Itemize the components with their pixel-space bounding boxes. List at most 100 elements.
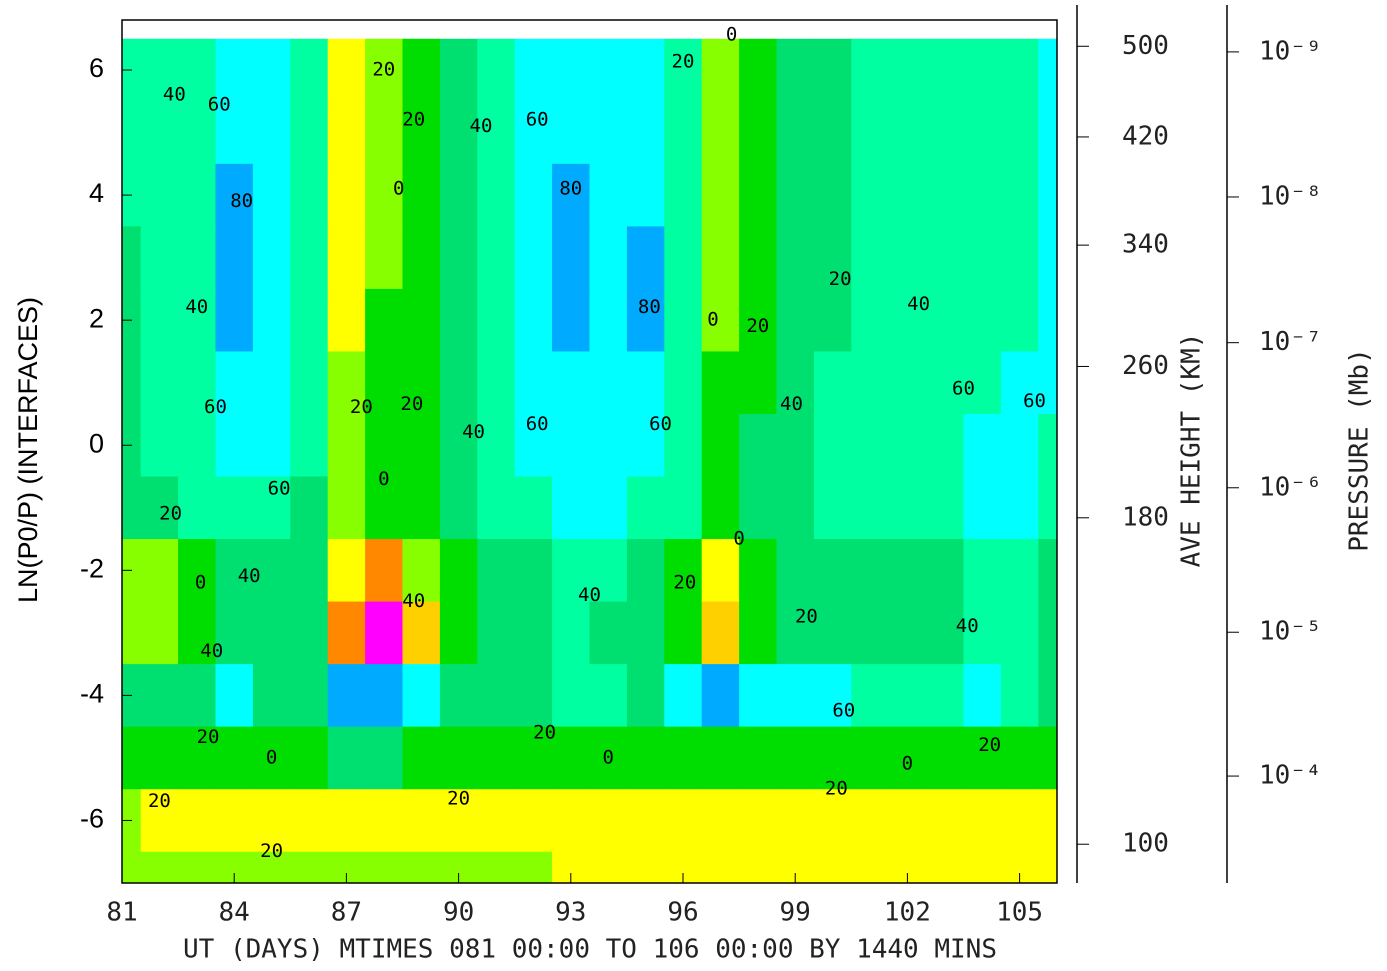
x-tick-label: 96 <box>667 898 698 928</box>
contour-cell <box>701 601 740 665</box>
contour-cell <box>1038 101 1058 165</box>
contour-cell <box>1038 476 1058 540</box>
contour-cell <box>290 539 329 603</box>
contour-cell <box>888 601 927 665</box>
contour-cell <box>813 351 852 415</box>
contour-cell <box>327 789 366 853</box>
contour-label: 20 <box>148 790 171 812</box>
contour-cell <box>402 163 441 227</box>
contour-cell <box>327 351 366 415</box>
x-tick-label: 84 <box>219 898 250 928</box>
contour-cell <box>252 539 291 603</box>
contour-cell <box>626 726 665 790</box>
contour-cell <box>122 226 142 290</box>
contour-cell <box>776 351 815 415</box>
contour-cell <box>290 226 329 290</box>
contour-cell <box>776 726 815 790</box>
contour-cell <box>290 726 329 790</box>
contour-cell <box>888 789 927 853</box>
contour-cell <box>439 38 478 102</box>
contour-cell <box>477 163 516 227</box>
contour-cell <box>178 413 216 478</box>
contour-cell <box>252 413 291 478</box>
contour-cell <box>851 351 890 415</box>
contour-cell <box>1038 288 1058 352</box>
contour-cell <box>215 539 254 603</box>
contour-cell <box>178 101 216 165</box>
contour-label: 60 <box>832 700 855 722</box>
contour-cell <box>926 851 964 884</box>
contour-cell <box>888 226 927 290</box>
contour-cell <box>290 413 329 478</box>
contour-cell <box>290 38 329 102</box>
contour-cell <box>963 664 1002 728</box>
contour-cell <box>776 288 815 352</box>
contour-cell <box>589 601 628 665</box>
contour-label: 0 <box>378 468 389 490</box>
contour-cell <box>327 726 366 790</box>
contour-label: 60 <box>526 413 549 435</box>
contour-cell <box>122 101 142 165</box>
contour-label: 20 <box>447 788 470 810</box>
contour-cell <box>178 351 216 415</box>
contour-cell <box>552 539 590 603</box>
contour-cell <box>122 851 142 884</box>
contour-cell <box>1000 664 1039 728</box>
contour-cell <box>365 226 403 290</box>
contour-cell <box>926 413 964 478</box>
contour-cell <box>552 38 590 102</box>
contour-cell <box>813 38 852 102</box>
contour-cell <box>252 851 291 884</box>
contour-cell <box>1038 38 1058 102</box>
contour-cell <box>664 789 703 853</box>
pressure-axis-label: PRESSURE (Mb) <box>1345 348 1375 552</box>
contour-cell <box>664 288 703 352</box>
contour-cell <box>402 851 441 884</box>
contour-cell <box>739 226 777 290</box>
contour-cell <box>552 163 590 227</box>
contour-cell <box>252 476 291 540</box>
contour-cell <box>664 163 703 227</box>
contour-cell <box>701 851 740 884</box>
y-tick-label: 4 <box>89 178 104 208</box>
plot-frame <box>121 19 1058 884</box>
contour-label: 0 <box>602 746 613 768</box>
contour-cell <box>963 101 1002 165</box>
contour-label: 80 <box>638 296 661 318</box>
contour-cell <box>439 726 478 790</box>
contour-cell <box>365 101 403 165</box>
contour-label: 60 <box>526 109 549 131</box>
contour-cell <box>813 539 852 603</box>
contour-cell <box>926 38 964 102</box>
y-axis-label: LN(P0/P) (INTERFACES) <box>13 297 43 603</box>
contour-cell <box>402 726 441 790</box>
contour-cell <box>252 601 291 665</box>
contour-cell <box>178 726 216 790</box>
contour-cell <box>402 476 441 540</box>
contour-cell <box>290 163 329 227</box>
contour-cell <box>926 539 964 603</box>
contour-cell <box>739 664 777 728</box>
contour-cell <box>215 101 254 165</box>
contour-cell <box>252 163 291 227</box>
contour-cell <box>626 101 665 165</box>
contour-cell <box>365 413 403 478</box>
contour-cell <box>926 726 964 790</box>
contour-cell <box>626 163 665 227</box>
pressure-tick-label: 10⁻⁷ <box>1259 327 1322 357</box>
contour-cell <box>215 226 254 290</box>
contour-cell <box>327 101 366 165</box>
contour-cell <box>327 38 366 102</box>
contour-cell <box>552 476 590 540</box>
contour-cell <box>290 476 329 540</box>
contour-cell <box>813 664 852 728</box>
contour-cell <box>739 789 777 853</box>
contour-cell <box>664 351 703 415</box>
contour-cell <box>851 288 890 352</box>
contour-cell <box>589 476 628 540</box>
contour-cell <box>888 539 927 603</box>
contour-cell <box>552 789 590 853</box>
contour-cell <box>776 789 815 853</box>
contour-cell <box>626 288 665 352</box>
contour-cell <box>178 38 216 102</box>
